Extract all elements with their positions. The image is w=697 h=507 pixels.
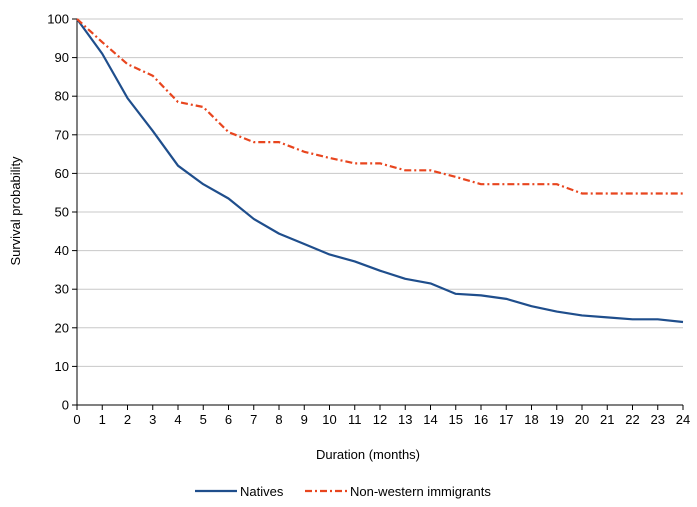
x-tick-label: 17 [499, 412, 513, 427]
x-tick-label: 9 [301, 412, 308, 427]
x-tick-label: 14 [423, 412, 437, 427]
x-tick-label: 6 [225, 412, 232, 427]
y-tick-label: 20 [55, 320, 69, 335]
series-lines [76, 18, 684, 324]
y-tick-label: 60 [55, 166, 69, 181]
y-tick-label: 90 [55, 50, 69, 65]
x-tick-label: 7 [250, 412, 257, 427]
x-tick-label: 11 [348, 412, 362, 427]
x-tick-label: 24 [676, 412, 690, 427]
x-tick-label: 5 [200, 412, 207, 427]
x-tick-label: 3 [149, 412, 156, 427]
legend: Natives Non-western immigrants [195, 484, 491, 499]
x-tick-label: 10 [322, 412, 336, 427]
axes [72, 18, 684, 410]
y-tick-label: 80 [55, 89, 69, 104]
series-line-natives [76, 18, 684, 324]
y-tick-label: 50 [55, 205, 69, 220]
y-tick-label: 30 [55, 282, 69, 297]
x-tick-label: 12 [373, 412, 387, 427]
x-tick-label: 8 [275, 412, 282, 427]
x-tick-label: 1 [99, 412, 106, 427]
x-tick-label: 18 [524, 412, 538, 427]
y-tick-label: 0 [62, 398, 69, 413]
x-tick-label: 13 [398, 412, 412, 427]
x-tick-label: 20 [575, 412, 589, 427]
legend-label-non-western-immigrants: Non-western immigrants [350, 484, 491, 499]
legend-label-natives: Natives [240, 484, 284, 499]
y-tick-label: 70 [55, 127, 69, 142]
x-tick-label: 4 [174, 412, 181, 427]
y-axis-title: Survival probability [8, 156, 23, 266]
x-tick-label: 19 [550, 412, 564, 427]
y-tick-label: 10 [55, 359, 69, 374]
gridlines [77, 18, 683, 367]
x-tick-label: 23 [651, 412, 665, 427]
x-tick-label: 2 [124, 412, 131, 427]
x-tick-label: 22 [625, 412, 639, 427]
x-tick-label: 21 [600, 412, 614, 427]
x-tick-label: 16 [474, 412, 488, 427]
x-tick-label: 15 [449, 412, 463, 427]
y-tick-label: 100 [47, 12, 69, 27]
y-tick-label: 40 [55, 243, 69, 258]
x-axis-title: Duration (months) [316, 447, 420, 462]
x-tick-label: 0 [73, 412, 80, 427]
series-line-non-western-immigrants [76, 18, 683, 195]
